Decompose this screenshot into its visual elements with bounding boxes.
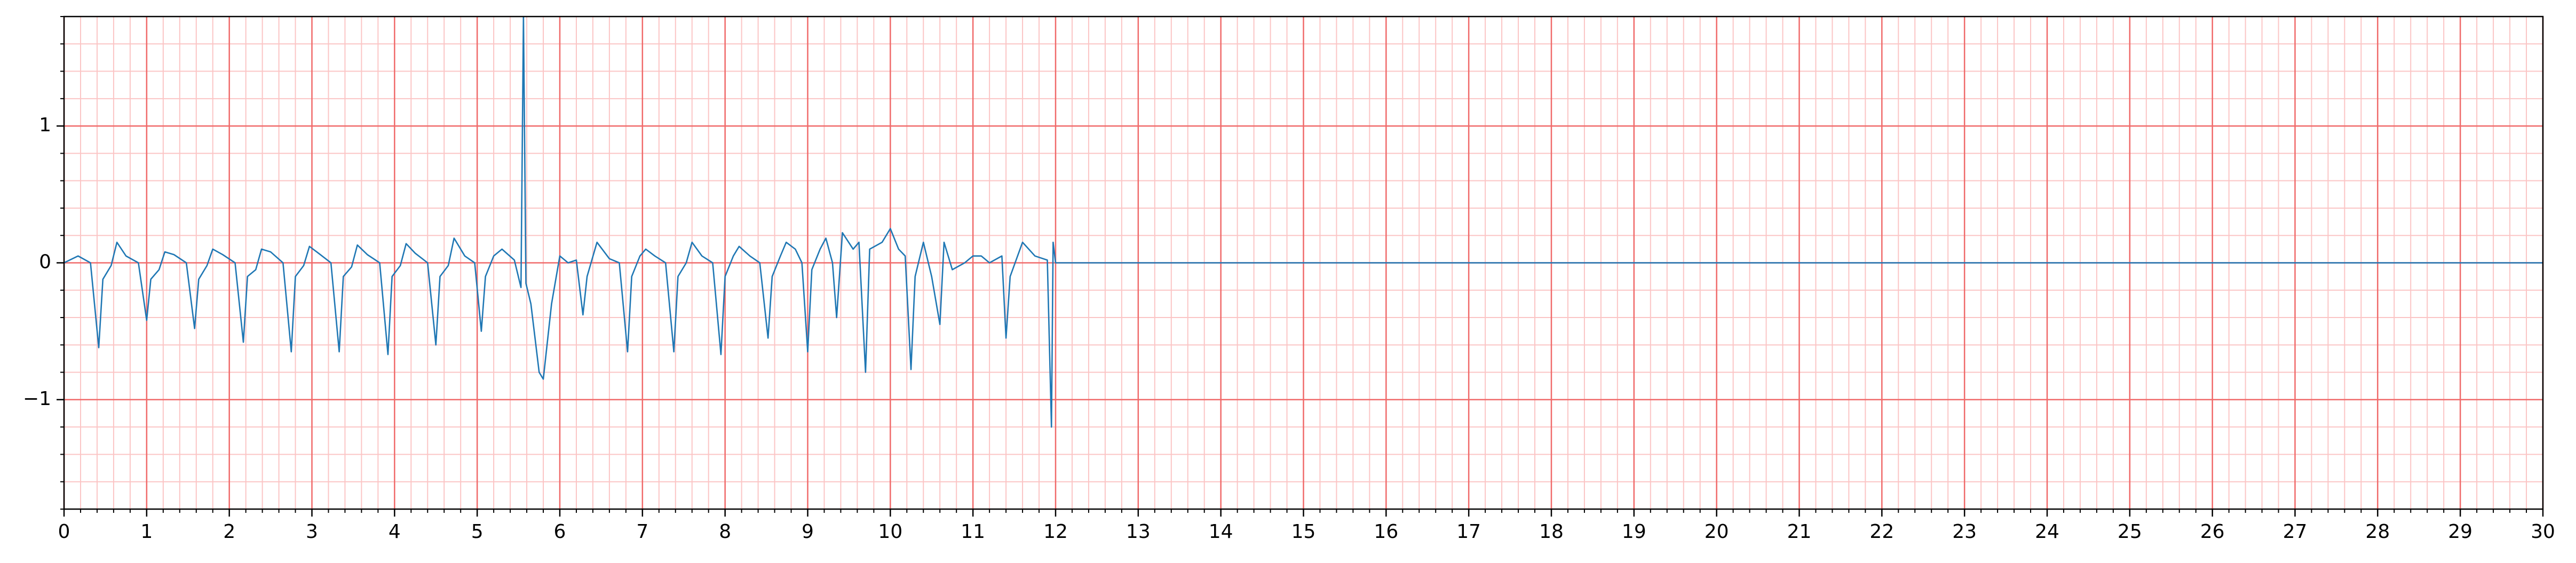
x-tick-label: 12	[1043, 521, 1068, 543]
x-tick-label: 2	[223, 521, 235, 543]
x-tick-label: 0	[58, 521, 70, 543]
x-tick-label: 6	[554, 521, 566, 543]
plot-frame	[63, 15, 2544, 510]
x-tick-label: 7	[636, 521, 648, 543]
y-tick-label: −1	[23, 388, 51, 410]
x-tick-label: 24	[2035, 521, 2059, 543]
x-tick-label: 10	[878, 521, 902, 543]
y-tick-label: 0	[39, 251, 51, 273]
signal-line	[64, 17, 2543, 428]
x-tick-label: 5	[471, 521, 484, 543]
x-tick-label: 17	[1456, 521, 1481, 543]
x-tick-label: 21	[1787, 521, 1812, 543]
x-tick-label: 18	[1539, 521, 1564, 543]
x-tick-label: 14	[1209, 521, 1233, 543]
x-tick-label: 30	[2531, 521, 2555, 543]
x-tick-label: 3	[306, 521, 318, 543]
x-tick-label: 13	[1126, 521, 1151, 543]
x-tick-label: 28	[2365, 521, 2390, 543]
plot-area	[64, 17, 2543, 428]
x-tick-label: 4	[389, 521, 401, 543]
x-tick-label: 29	[2448, 521, 2472, 543]
x-tick-label: 15	[1291, 521, 1316, 543]
x-tick-label: 25	[2118, 521, 2142, 543]
x-tick-label: 23	[1952, 521, 1977, 543]
x-tick-label: 16	[1374, 521, 1398, 543]
axes: 0 1 2 3 4 5 6 7 8 9 10 11 12 13 14 15 16 17 18 19 20 21 22 23 24…	[23, 15, 2555, 543]
x-tick-label: 27	[2283, 521, 2308, 543]
x-tick-label: 22	[1869, 521, 1894, 543]
x-tick-label: 8	[719, 521, 731, 543]
x-tick-label: 9	[802, 521, 814, 543]
x-tick-label: 20	[1705, 521, 1729, 543]
x-tick-label: 19	[1622, 521, 1646, 543]
x-tick-label: 26	[2200, 521, 2225, 543]
x-tick-label: 11	[961, 521, 985, 543]
y-tick-label: 1	[39, 114, 51, 136]
x-tick-label: 1	[140, 521, 153, 543]
